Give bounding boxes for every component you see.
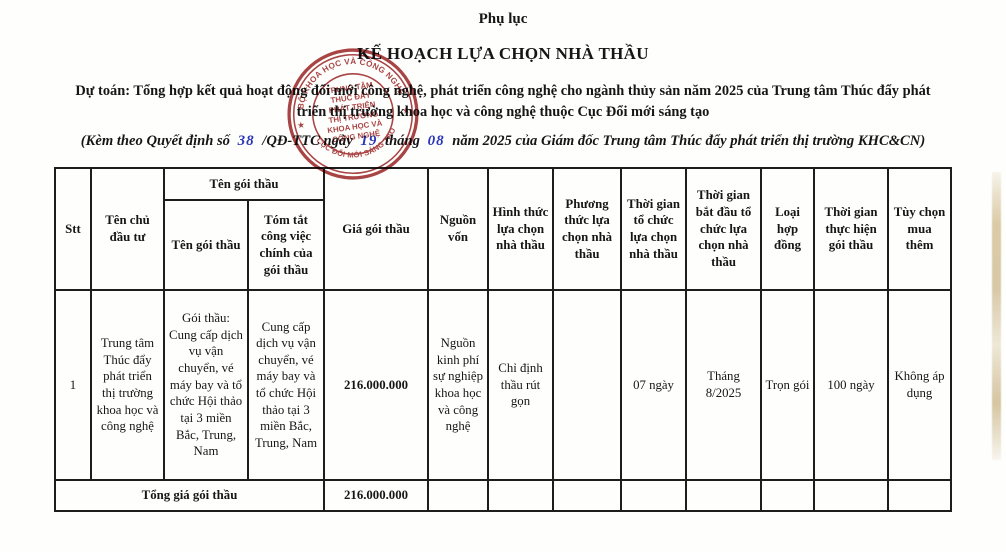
scan-edge-artifact: [992, 172, 1001, 460]
total-empty-cell: [813, 479, 890, 512]
header-selection-duration: Thời gian tổ chức lựa chọn nhà thầu: [620, 167, 688, 291]
header-contract-type: Loại hợp đồng: [760, 167, 816, 291]
header-stt: Stt: [54, 167, 92, 291]
handwritten-day: 19: [360, 133, 378, 149]
header-selection-form: Hình thức lựa chọn nhà thầu: [487, 167, 555, 291]
estimate-summary-line: Dự toán: Tổng hợp kết quả hoạt động đổi …: [75, 83, 931, 120]
issuance-suffix: năm 2025 của Giám đốc Trung tâm Thúc đẩy…: [452, 133, 926, 149]
appendix-label: Phụ lục: [478, 11, 528, 27]
contractor-selection-plan-table: Stt Tên chủ đầu tư Tên gói thầu Giá gói …: [53, 167, 953, 512]
cell-selection-method: [552, 289, 623, 481]
total-empty-cell: [620, 479, 688, 512]
total-price: 216.000.000: [323, 479, 430, 512]
cell-investor: Trung tâm Thúc đẩy phát triển thị trường…: [90, 289, 165, 481]
total-empty-cell: [427, 479, 490, 512]
header-package-name: Tên gói thầu: [163, 199, 249, 291]
cell-work-summary: Cung cấp dịch vụ vận chuyển, vé máy bay …: [246, 289, 326, 481]
cell-capital-source: Nguồn kinh phí sự nghiệp khoa học và côn…: [427, 289, 490, 481]
total-empty-cell: [552, 479, 623, 512]
cell-package-name: Gói thầu: Cung cấp dịch vụ vận chuyển, v…: [163, 289, 249, 481]
cell-selection-form: Chỉ định thầu rút gọn: [487, 289, 555, 481]
issuance-mid1: /QĐ-TTC ngày: [262, 133, 353, 149]
header-selection-method: Phương thức lựa chọn nhà thầu: [552, 167, 623, 291]
total-label: Tổng giá gói thầu: [53, 479, 326, 512]
cell-execution-duration: 100 ngày: [813, 289, 890, 481]
document-title: KẾ HOẠCH LỰA CHỌN NHÀ THẦU: [357, 44, 649, 63]
table-row: 1 Trung tâm Thúc đẩy phát triển thị trườ…: [54, 289, 953, 481]
total-empty-cell: [685, 479, 763, 512]
issuance-line: (Kèm theo Quyết định số 38 /QĐ-TTC ngày …: [0, 133, 1006, 150]
header-work-summary: Tóm tắt công việc chính của gói thầu: [246, 199, 326, 291]
total-row: Tổng giá gói thầu 216.000.000: [53, 479, 953, 512]
header-investor: Tên chủ đầu tư: [90, 167, 165, 291]
handwritten-decision-number: 38: [237, 133, 255, 149]
header-execution-duration: Thời gian thực hiện gói thầu: [813, 167, 890, 291]
cell-selection-duration: 07 ngày: [620, 289, 688, 481]
cell-contract-type: Trọn gói: [760, 289, 816, 481]
header-purchase-option: Tùy chọn mua thêm: [887, 167, 953, 291]
issuance-mid2: tháng: [385, 133, 420, 149]
cell-stt: 1: [54, 289, 92, 481]
header-selection-start-time: Thời gian bắt đầu tổ chức lựa chọn nhà t…: [685, 167, 763, 291]
header-package-price: Giá gói thầu: [323, 167, 430, 291]
total-empty-cell: [487, 479, 555, 512]
total-empty-cell: [760, 479, 816, 512]
header-package-group: Tên gói thầu: [162, 167, 326, 201]
total-empty-cell: [887, 479, 953, 512]
header-capital-source: Nguồn vốn: [427, 167, 490, 291]
cell-purchase-option: Không áp dụng: [887, 289, 953, 481]
cell-selection-start-time: Tháng 8/2025: [685, 289, 763, 481]
handwritten-month: 08: [427, 133, 445, 149]
issuance-prefix: (Kèm theo Quyết định số: [80, 133, 230, 149]
cell-package-price: 216.000.000: [323, 289, 430, 481]
